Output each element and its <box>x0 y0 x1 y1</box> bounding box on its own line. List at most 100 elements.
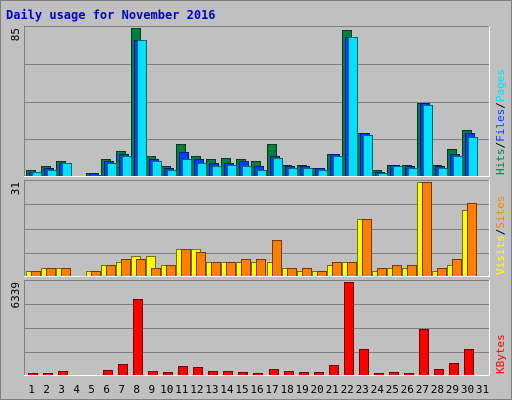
bar-sites-day-19 <box>302 268 312 277</box>
x-tick-label: 22 <box>341 383 354 396</box>
bar-sites-day-18 <box>287 268 297 277</box>
bar-pages-day-10 <box>167 170 177 177</box>
bar-sites-day-28 <box>437 268 447 277</box>
bar-pages-day-6 <box>107 163 117 177</box>
x-tick-label: 17 <box>265 383 278 396</box>
x-tick-label: 6 <box>103 383 110 396</box>
x-tick-label: 27 <box>416 383 429 396</box>
chart-title: Daily usage for November 2016 <box>6 8 216 22</box>
bar-pages-day-1 <box>32 172 42 177</box>
bar-pages-day-8 <box>137 40 147 177</box>
bar-kbytes-day-14 <box>223 371 233 376</box>
x-tick-label: 30 <box>461 383 474 396</box>
legend-item: Hits <box>494 149 507 176</box>
legend-item: Sites <box>494 196 507 229</box>
y-max-label: 85 <box>9 28 22 41</box>
bar-pages-day-23 <box>363 135 373 177</box>
x-tick-label: 1 <box>28 383 35 396</box>
y-max-label: 6339 <box>9 282 22 309</box>
panel-background <box>24 26 490 177</box>
bar-pages-day-29 <box>453 156 463 177</box>
x-tick-label: 23 <box>356 383 369 396</box>
bar-kbytes-day-27 <box>419 329 429 376</box>
bar-kbytes-day-28 <box>434 369 444 376</box>
bar-sites-day-9 <box>151 268 161 277</box>
legend-item: / <box>494 142 507 149</box>
bar-kbytes-day-17 <box>269 369 279 376</box>
bar-pages-day-27 <box>423 105 433 177</box>
bar-pages-day-22 <box>348 37 358 177</box>
bar-kbytes-day-7 <box>118 364 128 376</box>
bar-sites-day-12 <box>196 252 206 277</box>
x-tick-label: 26 <box>401 383 414 396</box>
panel-bars <box>26 182 477 277</box>
x-tick-label: 8 <box>133 383 140 396</box>
bar-pages-day-3 <box>62 163 72 177</box>
bar-sites-day-26 <box>407 265 417 277</box>
x-tick-label: 16 <box>250 383 263 396</box>
x-tick-label: 31 <box>476 383 489 396</box>
x-tick-label: 25 <box>386 383 399 396</box>
x-tick-label: 14 <box>220 383 234 396</box>
bar-sites-day-13 <box>211 262 221 277</box>
bar-sites-day-21 <box>332 262 342 277</box>
bar-sites-day-3 <box>61 268 71 277</box>
bar-kbytes-day-12 <box>193 367 203 376</box>
bar-sites-day-1 <box>31 271 41 277</box>
bar-sites-day-6 <box>106 265 116 277</box>
bar-kbytes-day-11 <box>178 366 188 376</box>
bar-sites-day-16 <box>256 259 266 277</box>
bar-sites-day-14 <box>226 262 236 277</box>
bar-pages-day-17 <box>273 158 283 177</box>
panel-3: 6339 KBytes <box>9 280 507 376</box>
panel-legend: Visits/Sites <box>494 196 507 276</box>
panel-legend: Hits/Files/Pages <box>494 69 507 175</box>
bar-sites-day-11 <box>181 249 191 277</box>
x-tick-label: 5 <box>88 383 95 396</box>
x-tick-label: 15 <box>235 383 248 396</box>
bar-sites-day-15 <box>241 259 251 277</box>
bar-sites-day-2 <box>46 268 56 277</box>
panel-legend: KBytes <box>494 334 507 374</box>
bar-pages-day-18 <box>288 168 298 177</box>
x-tick-label: 7 <box>118 383 125 396</box>
x-tick-label: 24 <box>371 383 385 396</box>
bar-kbytes-day-23 <box>359 349 369 376</box>
x-tick-label: 3 <box>58 383 65 396</box>
x-tick-label: 2 <box>43 383 50 396</box>
panel-1: 85 Hits/Files/Pages <box>9 26 507 177</box>
x-tick-label: 10 <box>160 383 173 396</box>
bar-kbytes-day-6 <box>103 370 113 376</box>
bar-pages-day-19 <box>303 168 313 177</box>
bar-pages-day-11 <box>182 159 192 177</box>
bar-pages-day-26 <box>408 168 418 177</box>
x-tick-label: 4 <box>73 383 80 396</box>
legend-item: Visits <box>494 235 507 275</box>
x-tick-label: 20 <box>310 383 323 396</box>
x-tick-label: 28 <box>431 383 444 396</box>
x-tick-label: 11 <box>175 383 188 396</box>
x-tick-label: 12 <box>190 383 203 396</box>
bar-kbytes-day-8 <box>133 299 143 376</box>
bar-kbytes-day-9 <box>148 371 158 376</box>
bar-pages-day-2 <box>47 170 57 177</box>
bar-sites-day-20 <box>317 271 327 277</box>
x-tick-label: 18 <box>280 383 293 396</box>
bar-sites-day-7 <box>121 259 131 277</box>
x-tick-label: 9 <box>148 383 155 396</box>
x-tick-label: 29 <box>446 383 459 396</box>
bar-sites-day-27 <box>422 182 432 277</box>
bar-sites-day-10 <box>166 265 176 277</box>
bar-sites-day-29 <box>452 259 462 277</box>
bar-pages-day-7 <box>122 156 132 177</box>
bar-sites-day-24 <box>377 268 387 277</box>
legend-item: Files <box>494 109 507 142</box>
x-tick-label: 19 <box>295 383 308 396</box>
bar-pages-day-15 <box>242 166 252 177</box>
legend-item: / <box>494 229 507 236</box>
bar-sites-day-8 <box>136 259 146 277</box>
panel-2: 31 Visits/Sites <box>9 180 507 277</box>
bar-sites-day-17 <box>272 240 282 277</box>
